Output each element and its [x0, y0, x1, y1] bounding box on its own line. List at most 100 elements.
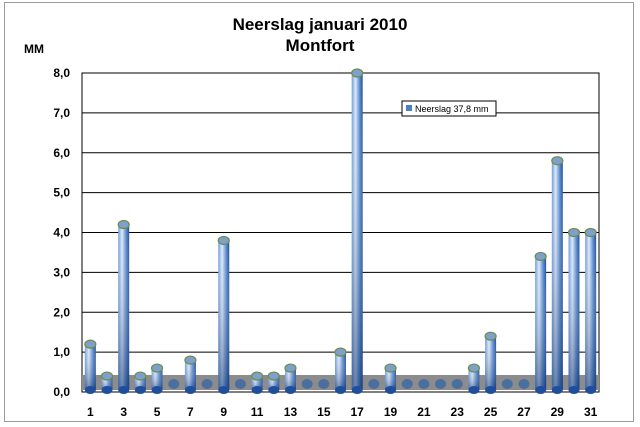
bar-day-18	[368, 379, 380, 389]
bar-day-9	[217, 235, 230, 394]
bar-zero-marker	[435, 379, 447, 389]
bar-cap	[117, 219, 130, 230]
chart-title: Neerslag januari 2010	[232, 15, 408, 34]
y-tick-label: 0,0	[53, 385, 70, 399]
bar-cap	[284, 363, 297, 373]
bar-shade	[385, 368, 397, 390]
legend-swatch	[406, 105, 412, 111]
bar-day-24	[467, 363, 481, 394]
y-axis-unit-label: MM	[24, 42, 44, 56]
bar-day-11	[251, 371, 264, 394]
bar-cap	[534, 251, 547, 262]
bar-zero-marker	[418, 379, 430, 389]
bar-base	[268, 386, 280, 394]
x-tick-label: 25	[484, 405, 498, 419]
x-tick-label: 23	[451, 405, 465, 419]
bar-cap	[251, 371, 264, 381]
bar-day-8	[201, 379, 213, 389]
bar-day-14	[301, 379, 313, 389]
bar-cap	[100, 371, 114, 381]
bar-base	[134, 386, 146, 394]
bar-zero-marker	[234, 379, 246, 389]
x-axis-ticks: 1 3 5 7 9 11 13 15 17 19 21 23 25 27 29 31	[87, 405, 598, 419]
bar-day-27	[518, 379, 530, 389]
bar-shade	[585, 232, 597, 390]
bar-base	[151, 386, 163, 394]
bar-day-5	[150, 363, 164, 394]
bar-shade	[84, 344, 96, 390]
bar-day-13	[284, 363, 297, 394]
y-tick-label: 5,0	[53, 186, 70, 200]
bar-cap	[584, 227, 597, 238]
bar-zero-marker	[451, 379, 463, 389]
bar-day-10	[234, 379, 246, 389]
bar-cap	[184, 355, 197, 365]
bar-zero-marker	[518, 379, 530, 389]
bar-zero-marker	[501, 379, 513, 389]
y-tick-label: 4,0	[53, 226, 70, 240]
bar-cap	[267, 371, 280, 381]
bar-day-23	[451, 379, 463, 389]
bar-cap	[567, 227, 581, 238]
bar-cap	[150, 363, 164, 373]
x-tick-label: 19	[384, 405, 398, 419]
legend: Neerslag 37,8 mm	[401, 100, 497, 117]
bar-shade	[568, 232, 580, 390]
x-tick-label: 29	[551, 405, 565, 419]
bar-cap	[551, 156, 564, 166]
bar-shade	[535, 256, 547, 390]
bar-base	[468, 386, 480, 394]
x-tick-label: 13	[284, 405, 298, 419]
bar-zero-marker	[401, 379, 413, 389]
bar-base	[184, 386, 196, 394]
bar-day-7	[184, 355, 197, 394]
y-tick-label: 6,0	[53, 146, 70, 160]
x-tick-label: 31	[584, 405, 598, 419]
bar-shade	[134, 376, 146, 390]
legend-box	[401, 100, 497, 117]
bar-shade	[284, 368, 296, 390]
bar-base	[568, 386, 580, 394]
bar-cap	[334, 347, 347, 357]
bar-day-28	[534, 251, 547, 394]
bar-day-1	[84, 339, 97, 394]
bar-base	[335, 386, 346, 394]
bar-day-6	[168, 379, 180, 389]
x-tick-label: 5	[154, 405, 161, 419]
bar-base	[101, 386, 113, 394]
bar-day-31	[584, 227, 597, 394]
x-tick-label: 27	[517, 405, 531, 419]
x-tick-label: 9	[220, 405, 227, 419]
x-tick-label: 1	[87, 405, 94, 419]
bar-shade	[485, 336, 497, 390]
chart-subtitle: Montfort	[285, 36, 355, 55]
bar-day-19	[384, 363, 397, 394]
x-tick-label: 7	[187, 405, 194, 419]
bar-day-4	[134, 371, 147, 394]
bar-base	[84, 386, 96, 394]
bar-zero-marker	[301, 379, 313, 389]
bar-day-2	[100, 371, 114, 394]
bar-day-22	[435, 379, 447, 389]
x-tick-label: 21	[417, 405, 431, 419]
y-tick-label: 1,0	[53, 345, 70, 359]
x-tick-label: 17	[350, 405, 364, 419]
bar-day-21	[418, 379, 430, 389]
bar-shade	[218, 240, 230, 390]
bar-shade	[351, 73, 363, 390]
bar-day-15	[318, 379, 330, 389]
bar-base	[251, 386, 263, 394]
bar-base	[385, 386, 397, 394]
bar-day-25	[484, 331, 497, 394]
bar-shade	[551, 160, 563, 390]
bar-cap	[484, 331, 497, 341]
legend-entry-neerslag: Neerslag 37,8 mm	[415, 104, 489, 114]
bar-base	[551, 386, 563, 394]
bar-day-29	[551, 156, 564, 394]
bar-cap	[351, 68, 364, 78]
bar-shade	[251, 376, 263, 390]
bar-base	[351, 386, 363, 394]
gridlines	[81, 72, 600, 393]
bar-cap	[217, 235, 230, 246]
